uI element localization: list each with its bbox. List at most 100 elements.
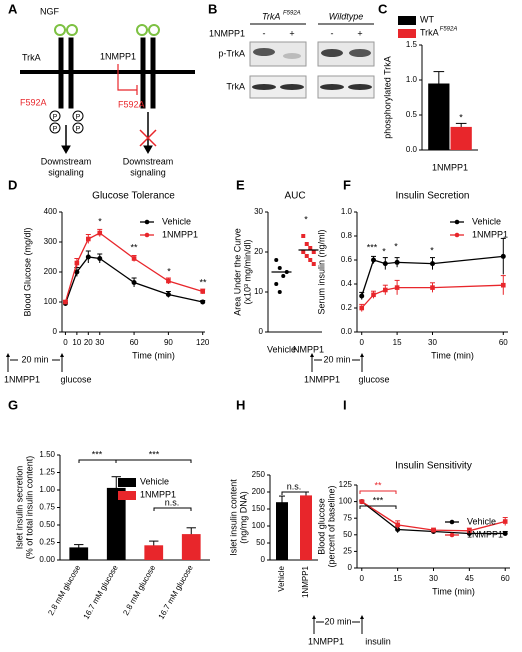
annotation: *** — [92, 449, 103, 459]
point — [304, 242, 309, 246]
phospho: P — [76, 114, 81, 121]
panel-label: B — [208, 1, 217, 16]
y-tick-label: 0 — [53, 327, 58, 336]
x-tick-label: 90 — [164, 338, 173, 347]
y-tick-label: 1.0 — [341, 207, 353, 216]
phospho: P — [76, 126, 81, 133]
y-tick-label: 200 — [44, 267, 58, 276]
x-tick-label: 120 — [196, 338, 210, 347]
point — [274, 258, 279, 262]
x-tick-label: 0 — [63, 338, 68, 347]
timeline-label: 20 min — [324, 616, 351, 626]
row-label: p-TrkA — [218, 48, 245, 58]
legend-marker — [144, 219, 150, 225]
legend-label: Vehicle — [162, 216, 191, 226]
x-tick-label: 20 — [84, 338, 93, 347]
diagram-shapes — [20, 24, 195, 155]
timeline-label: 1NMPP1 — [4, 374, 40, 384]
marker — [394, 285, 400, 290]
y-tick-label: 0.8 — [341, 231, 353, 240]
timeline-label: glucose — [60, 374, 91, 384]
y-tick-label: 10 — [254, 287, 263, 296]
marker — [63, 299, 68, 305]
blot-header: Wildtype — [329, 11, 363, 21]
x-tick-label: NMPP1 — [293, 344, 324, 354]
marker — [86, 236, 91, 242]
y-tick-label: 0.6 — [341, 255, 353, 264]
marker — [500, 282, 506, 288]
annotation: * — [167, 266, 171, 276]
marker — [502, 530, 508, 536]
y-axis-label: Serum insulin (ng/ml) — [316, 229, 326, 314]
marker — [500, 253, 506, 259]
y-tick-label: 200 — [252, 487, 266, 496]
bar — [450, 126, 472, 150]
label-trka: TrkA — [22, 52, 41, 62]
x-tick-label: 16.7 mM glucose — [82, 563, 121, 621]
annotation: ** — [130, 242, 138, 252]
label-downstream: signaling — [130, 167, 166, 177]
y-axis-label: (% of total insulin content) — [24, 456, 34, 560]
point — [304, 254, 309, 258]
annotation: * — [98, 216, 102, 226]
panel-label: I — [343, 397, 347, 412]
marker — [166, 278, 171, 284]
y-tick-label: 0.75 — [39, 503, 55, 512]
series-line — [361, 255, 504, 297]
y-axis-label: Area Under the Curve — [232, 228, 242, 316]
marker — [97, 256, 103, 261]
label-drug: 1NMPP1 — [100, 51, 136, 61]
marker — [395, 526, 401, 532]
y-tick-label: 1.5 — [406, 40, 418, 49]
y-tick-label: 0.5 — [406, 110, 418, 119]
y-axis-label: (ng/mg DNA) — [238, 491, 248, 544]
chart-title: Insulin Sensitivity — [395, 461, 472, 472]
point — [301, 250, 306, 254]
x-axis-label: Time (min) — [432, 586, 475, 596]
legend-swatch — [118, 478, 136, 487]
bar — [428, 83, 450, 150]
annotation: ** — [374, 480, 382, 490]
panel-label: A — [8, 1, 18, 16]
marker — [383, 287, 388, 293]
y-tick-label: 0.0 — [341, 327, 353, 336]
y-tick-label: 1.50 — [39, 450, 55, 459]
point — [274, 282, 279, 286]
marker — [165, 292, 171, 297]
timeline-label: glucose — [358, 374, 389, 384]
y-tick-label: 300 — [44, 237, 58, 246]
point — [301, 234, 306, 238]
blot-header: TrkA — [262, 11, 280, 21]
legend-label-sup: F592A — [440, 27, 458, 33]
bar — [69, 547, 89, 560]
marker — [502, 519, 508, 524]
marker — [85, 254, 91, 260]
x-tick-label: 60 — [499, 338, 508, 347]
x-tick-label: 0 — [360, 574, 365, 583]
x-tick-label: 0 — [359, 338, 364, 347]
y-tick-label: 0 — [261, 555, 266, 564]
panel-label: C — [378, 1, 388, 16]
marker — [359, 293, 365, 299]
legend-marker — [454, 219, 460, 225]
legend-marker — [144, 232, 150, 238]
y-tick-label: 50 — [256, 538, 265, 547]
annotation: * — [459, 112, 463, 122]
y-tick-label: 150 — [252, 504, 266, 513]
marker — [131, 256, 137, 261]
marker — [371, 257, 377, 263]
y-axis-label: Islet insulin content — [228, 479, 238, 556]
bracket — [78, 459, 117, 463]
y-tick-label: 0.4 — [341, 279, 353, 288]
x-tick-label: 15 — [393, 574, 402, 583]
annotation: n.s. — [165, 497, 180, 507]
label-ngf: NGF — [40, 6, 60, 16]
y-tick-label: 0.0 — [406, 145, 418, 154]
lane-label: - — [263, 28, 266, 38]
bar — [144, 545, 164, 560]
legend-label: 1NMPP1 — [162, 229, 198, 239]
blot-treatment: 1NMPP1 — [209, 28, 245, 38]
marker — [467, 528, 472, 534]
annotation: n.s. — [287, 481, 302, 491]
y-tick-label: 125 — [339, 480, 353, 489]
